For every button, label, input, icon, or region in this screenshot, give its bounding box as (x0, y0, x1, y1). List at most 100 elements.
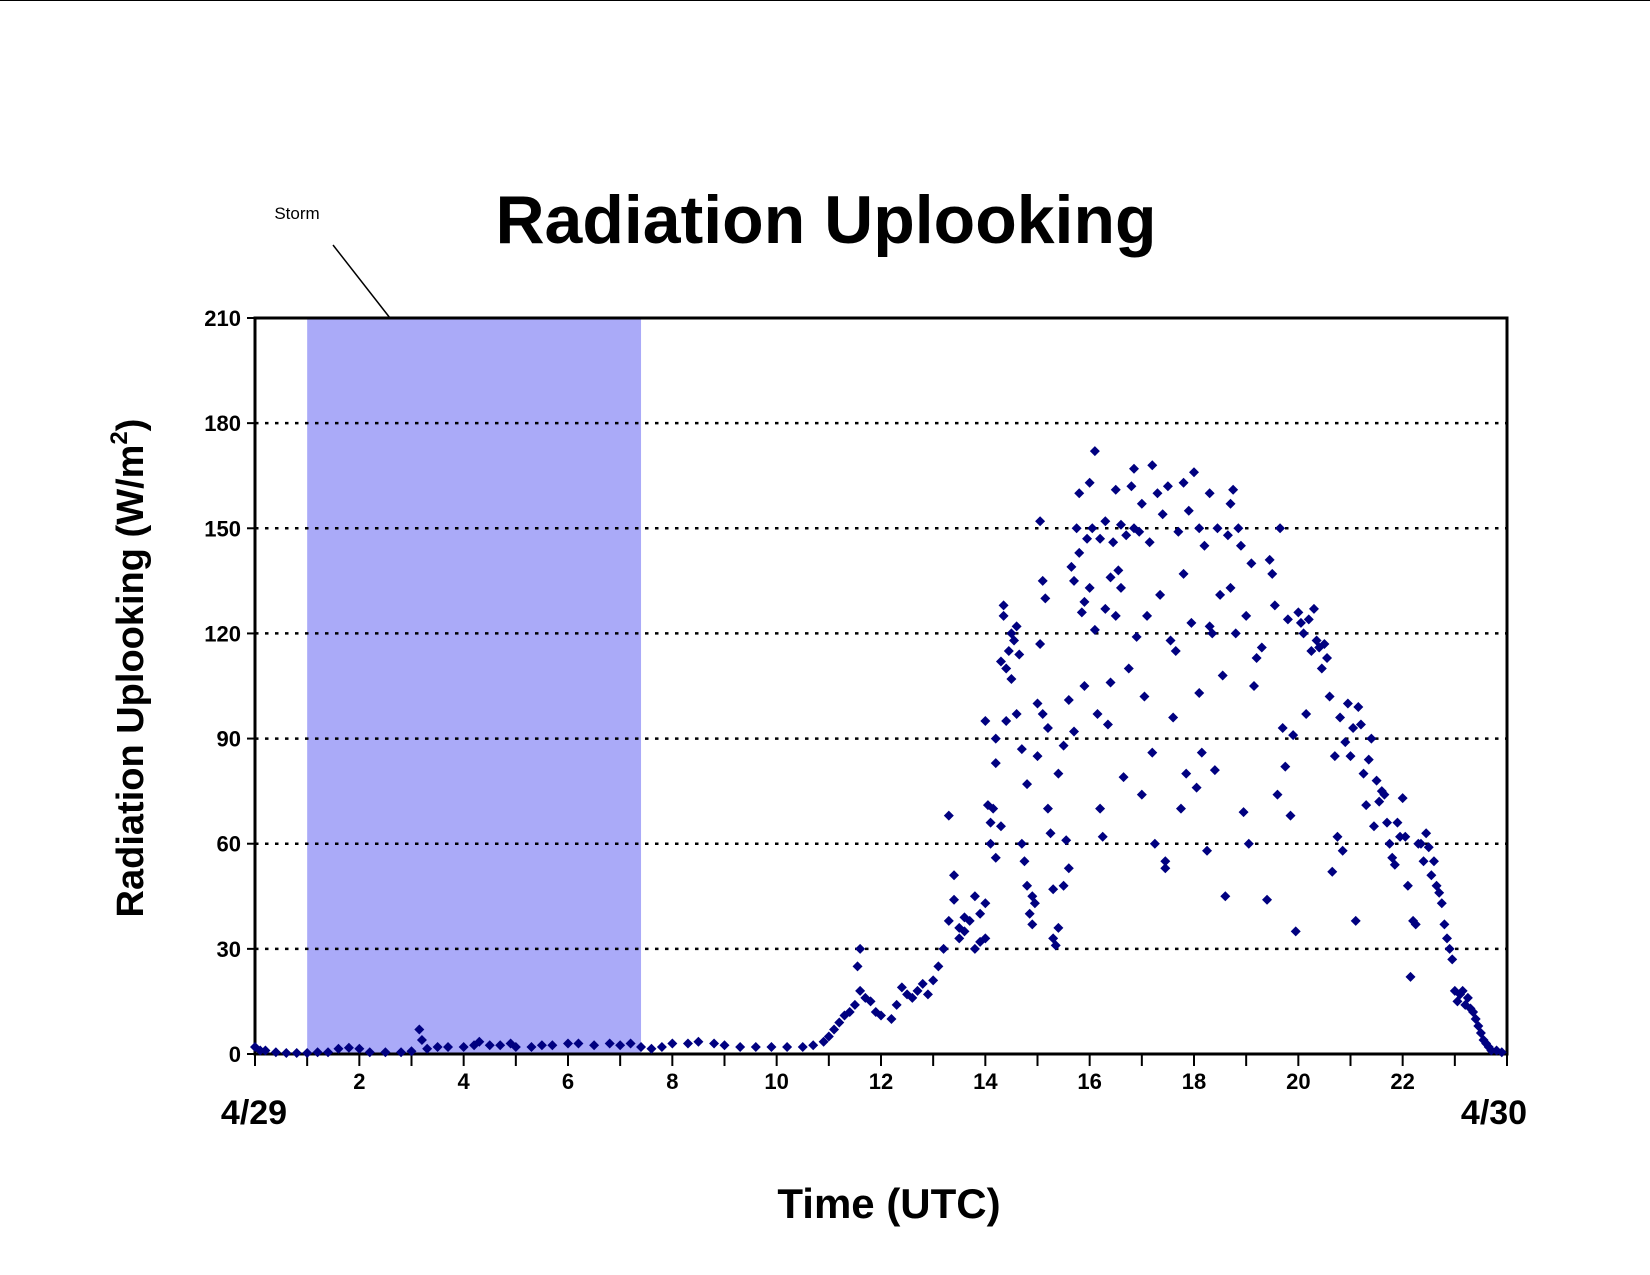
data-point (1115, 519, 1126, 530)
data-point (312, 1047, 323, 1058)
data-point (1275, 523, 1286, 534)
data-point (484, 1040, 495, 1051)
data-point (1058, 880, 1069, 891)
data-point (563, 1038, 573, 1049)
data-point (573, 1038, 584, 1049)
data-point (1100, 603, 1111, 614)
data-point (1389, 859, 1400, 870)
data-point (844, 1006, 855, 1017)
data-point (1267, 568, 1278, 579)
data-point (782, 1041, 793, 1052)
data-point (1366, 733, 1377, 744)
data-point (604, 1038, 615, 1049)
data-point (1110, 610, 1121, 621)
data-point (1199, 540, 1210, 551)
data-point (1092, 709, 1103, 720)
data-point (1418, 856, 1429, 867)
data-point (1121, 530, 1132, 541)
data-point (823, 1031, 834, 1042)
data-point (1074, 547, 1085, 558)
data-point (852, 961, 863, 972)
data-point (1277, 723, 1288, 734)
data-point (1382, 817, 1393, 828)
x-tick-label: 6 (562, 1069, 574, 1094)
data-point (615, 1040, 626, 1051)
data-point (1147, 747, 1158, 758)
data-point (1019, 856, 1030, 867)
data-point (589, 1040, 600, 1051)
data-point (969, 891, 980, 902)
data-point (1202, 845, 1213, 856)
data-point (896, 982, 907, 993)
data-point (1243, 838, 1254, 849)
x-tick-label: 8 (666, 1069, 678, 1094)
data-point (323, 1047, 334, 1058)
data-point (1149, 838, 1160, 849)
data-point (1397, 793, 1408, 804)
data-point (1496, 1047, 1507, 1058)
data-point (1115, 582, 1126, 593)
data-point (1350, 915, 1361, 926)
data-point (422, 1043, 433, 1054)
data-point (1395, 831, 1406, 842)
gridlines (255, 421, 1507, 951)
date-end-label: 4/30 (1461, 1094, 1527, 1132)
data-point (1434, 887, 1445, 898)
data-point (396, 1047, 407, 1058)
data-point (1204, 488, 1215, 499)
data-point (1040, 593, 1051, 604)
data-point (1340, 737, 1351, 748)
data-point (625, 1038, 636, 1049)
data-point (1322, 652, 1333, 663)
data-point (1405, 971, 1416, 982)
data-point (735, 1041, 746, 1052)
data-point (980, 933, 991, 944)
data-point (1209, 765, 1220, 776)
data-point (443, 1041, 454, 1052)
data-point (886, 1013, 897, 1024)
data-point (1316, 663, 1327, 674)
data-point (988, 803, 999, 814)
y-tick-label: 0 (229, 1042, 241, 1067)
data-point (985, 817, 996, 828)
data-point (1042, 803, 1053, 814)
data-point (943, 810, 954, 821)
data-point (1293, 607, 1304, 618)
data-point (1183, 505, 1194, 516)
data-point (1400, 831, 1411, 842)
data-point (1011, 621, 1022, 632)
y-tick-label: 150 (204, 516, 241, 541)
data-point (1168, 712, 1179, 723)
data-point (474, 1036, 485, 1047)
data-point (646, 1043, 657, 1054)
data-point (1032, 698, 1043, 709)
data-point (1306, 645, 1317, 656)
x-axis-ticks: 2 4 6 8 10 12 14 16 18 20 22 (254, 1054, 1508, 1094)
y-axis-label-close: ) (110, 419, 152, 432)
data-point (849, 999, 860, 1010)
x-tick-label: 12 (869, 1069, 893, 1094)
data-point (1118, 772, 1129, 783)
data-point (995, 656, 1006, 667)
data-point (1144, 537, 1155, 548)
storm-band (307, 318, 642, 1054)
data-point (1035, 516, 1046, 527)
data-point (1217, 670, 1228, 681)
data-point (1157, 509, 1168, 520)
data-point (1173, 526, 1184, 537)
data-point (1486, 1045, 1497, 1056)
data-point (1421, 828, 1432, 839)
data-point (1129, 463, 1140, 474)
data-point (432, 1041, 443, 1052)
data-point (1189, 467, 1199, 478)
data-point (1358, 768, 1369, 779)
data-point (1178, 477, 1189, 488)
data-point (1089, 446, 1100, 457)
data-point (1029, 898, 1040, 909)
data-point (1248, 681, 1259, 691)
data-point (1285, 810, 1296, 821)
data-point (1082, 533, 1093, 544)
data-point (907, 992, 918, 1003)
data-point (1097, 831, 1108, 842)
data-point (1235, 540, 1246, 551)
